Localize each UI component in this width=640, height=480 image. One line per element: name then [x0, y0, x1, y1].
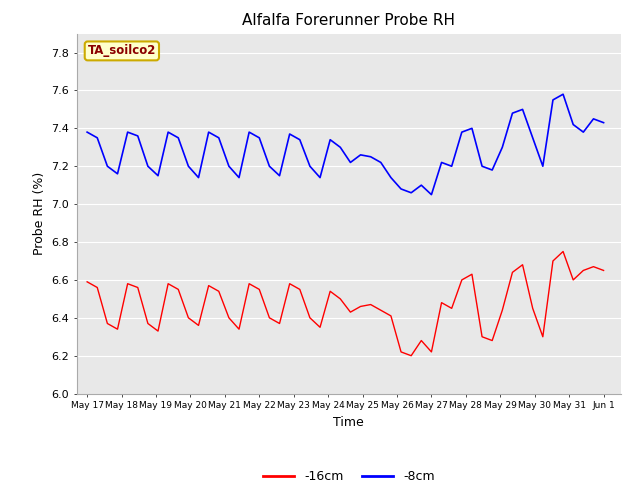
Y-axis label: Probe RH (%): Probe RH (%): [33, 172, 45, 255]
Legend: -16cm, -8cm: -16cm, -8cm: [258, 465, 440, 480]
X-axis label: Time: Time: [333, 416, 364, 429]
Text: TA_soilco2: TA_soilco2: [88, 44, 156, 58]
Title: Alfalfa Forerunner Probe RH: Alfalfa Forerunner Probe RH: [243, 13, 455, 28]
